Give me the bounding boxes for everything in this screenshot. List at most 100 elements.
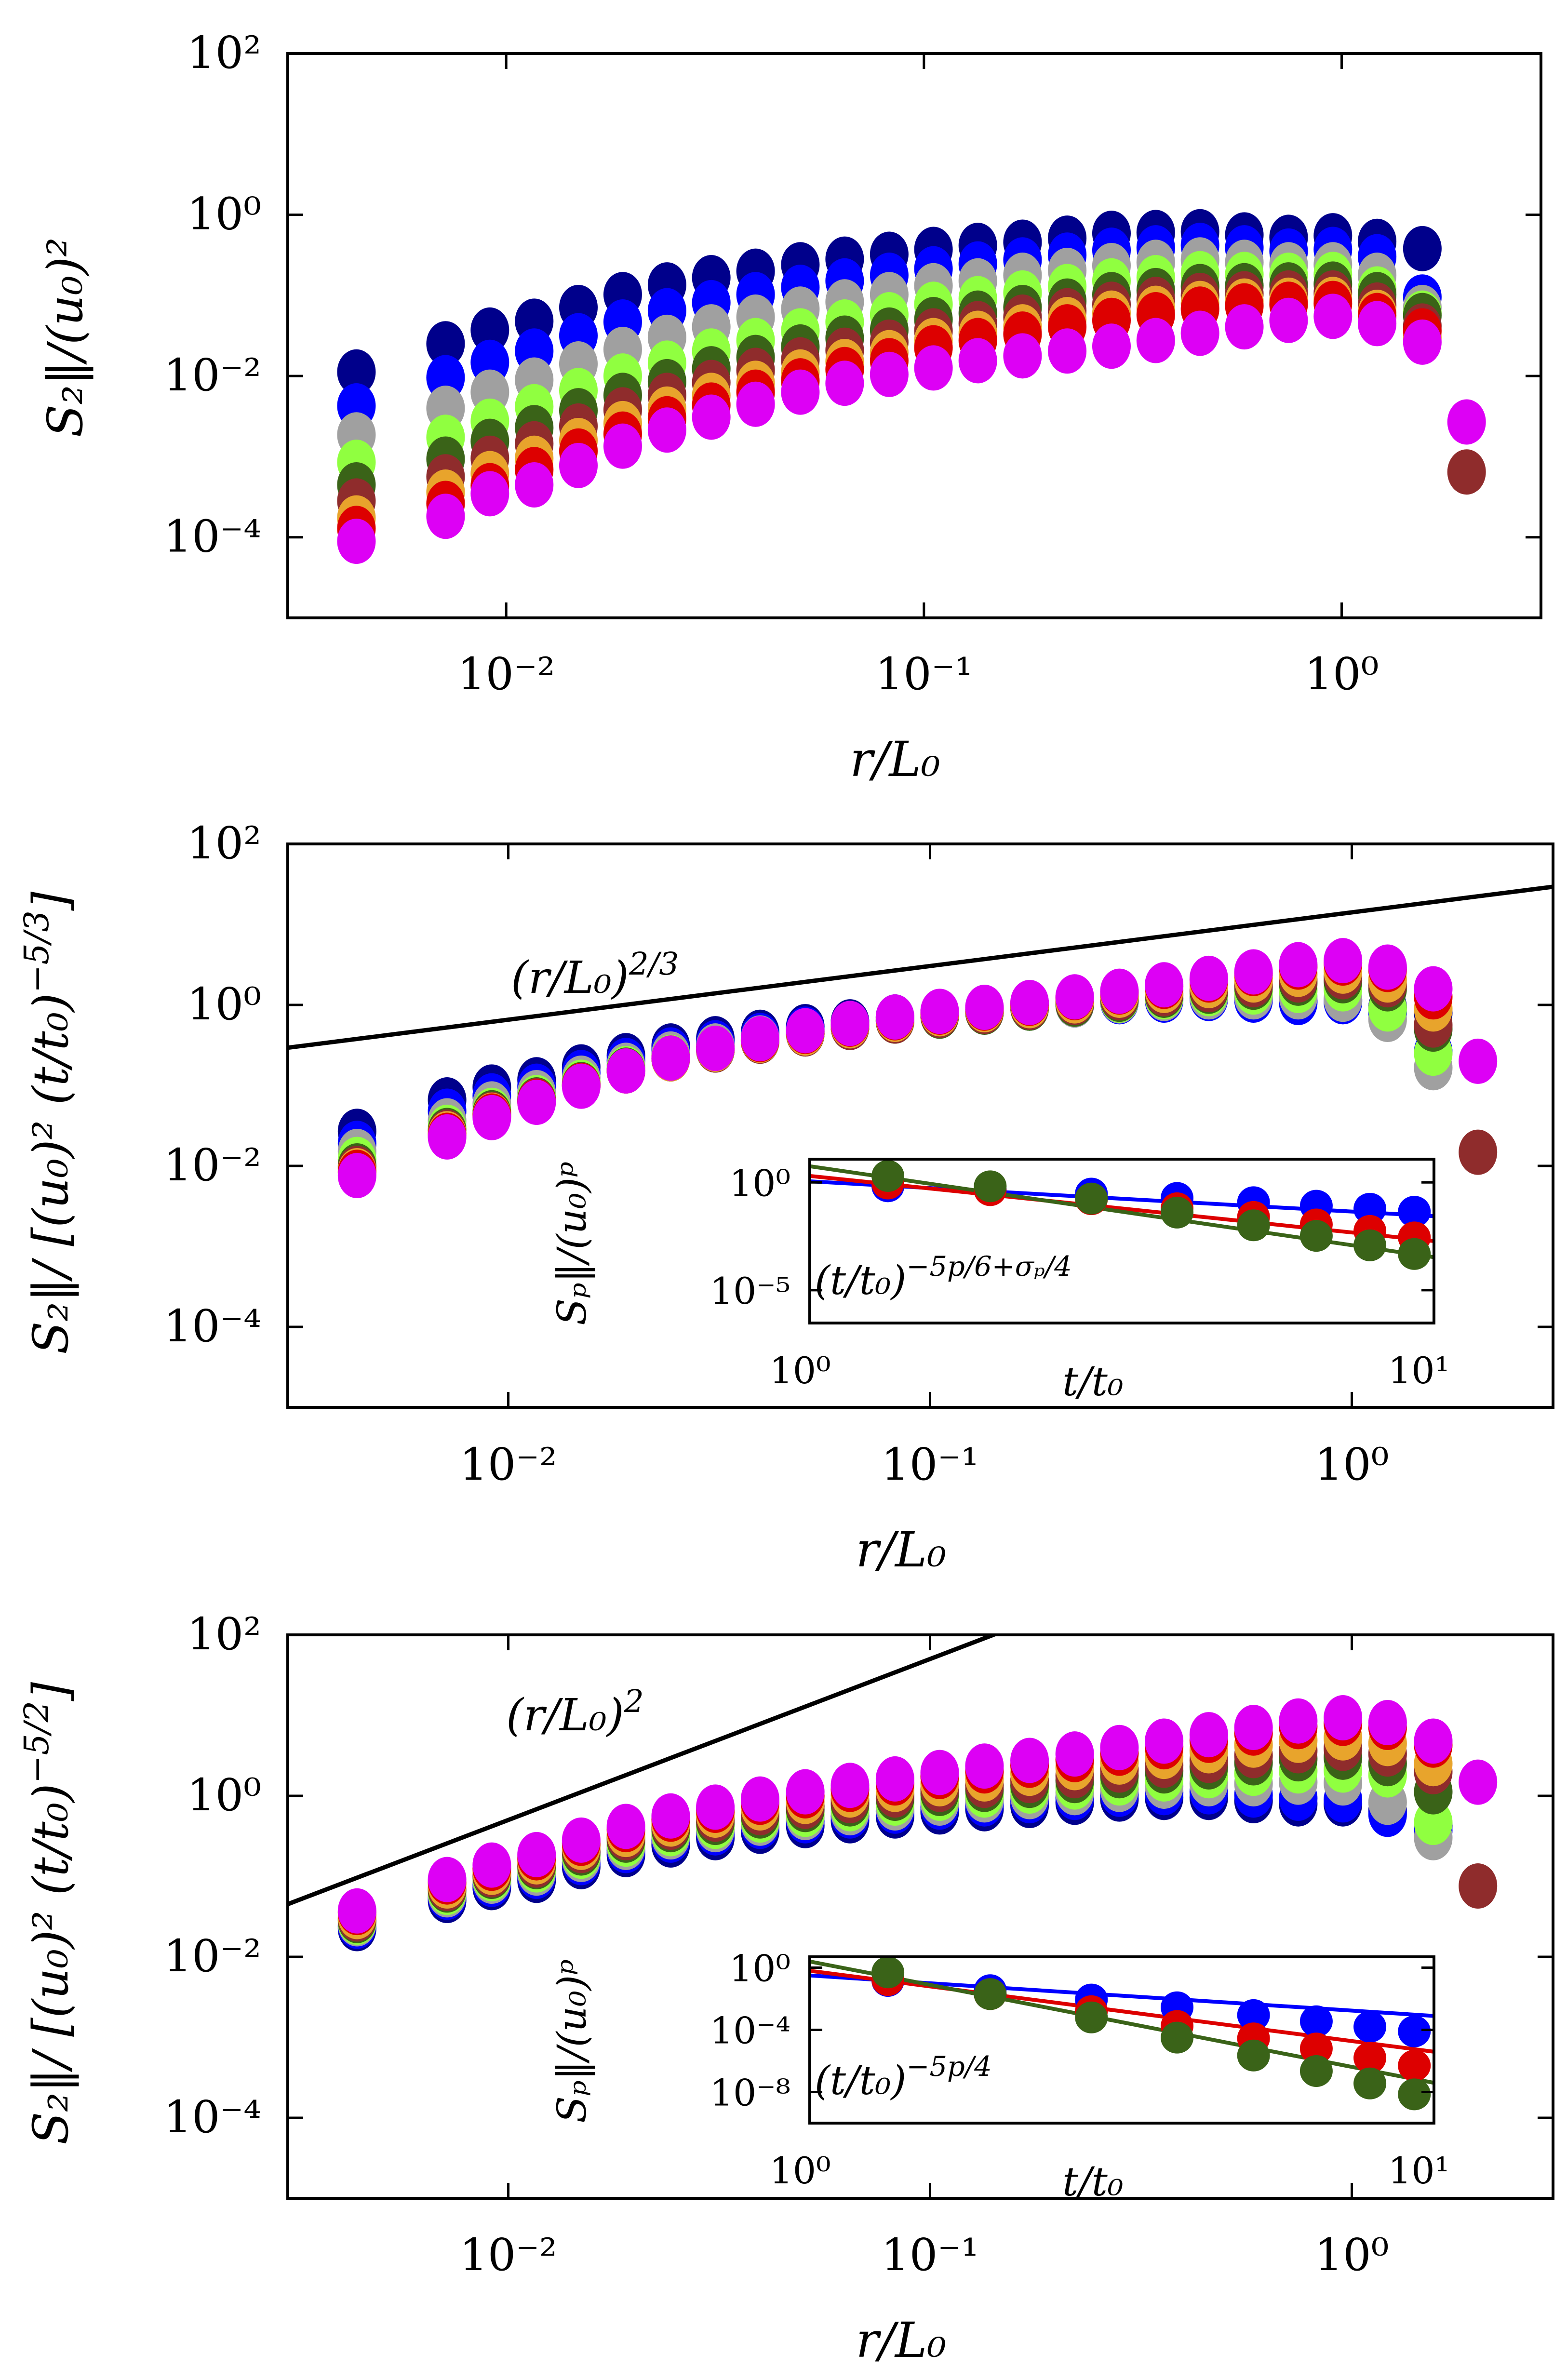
x-axis-title: r/L₀ — [856, 2312, 947, 2368]
data-point-s9 — [1145, 962, 1184, 1008]
data-point-s1 — [426, 321, 465, 367]
data-point-s9 — [1010, 979, 1049, 1025]
x-tick-label: 10⁻² — [459, 1439, 557, 1490]
svg-text:S₂‖/ [(u₀)² (t/t₀)−5/2]: S₂‖/ [(u₀)² (t/t₀)−5/2] — [17, 1682, 79, 2145]
data-point-s9 — [1403, 319, 1442, 365]
inset-data-point — [871, 1160, 905, 1192]
data-points — [337, 938, 1498, 1199]
data-point-s9 — [1269, 297, 1308, 343]
inset-y-tick-label: 10⁻⁵ — [710, 1270, 790, 1312]
data-point-s9 — [1048, 328, 1087, 374]
inset-data-point — [974, 1170, 1007, 1203]
data-point-s9 — [825, 361, 864, 406]
data-point-s9 — [428, 1857, 467, 1902]
data-point-s9 — [914, 345, 953, 391]
data-points — [337, 209, 1486, 564]
data-point-s9 — [606, 1804, 645, 1849]
y-tick-label: 10⁰ — [187, 978, 261, 1030]
inset-y-tick-label: 10⁻⁸ — [710, 2072, 790, 2114]
inset-data-point — [1299, 2032, 1333, 2065]
data-point-s9 — [1145, 1718, 1184, 1764]
data-point-s6 — [1459, 1863, 1498, 1909]
y-tick-label: 10² — [187, 1608, 261, 1660]
data-point-s9 — [736, 381, 775, 427]
inset-data-point — [1161, 2021, 1194, 2054]
data-point-s9 — [920, 989, 959, 1034]
data-point-s9 — [958, 338, 997, 384]
data-point-s9 — [1225, 304, 1264, 350]
data-point-s9 — [472, 1842, 511, 1888]
data-point-s9 — [1100, 1725, 1139, 1770]
inset-data-point — [1237, 1999, 1270, 2031]
x-tick-label: 10⁻¹ — [875, 648, 973, 700]
inset-data-point — [1398, 1238, 1431, 1270]
y-tick-label: 10⁰ — [187, 188, 261, 240]
inset-x-tick-label: 10¹ — [1388, 1349, 1449, 1392]
inset-y-tick-label: 10⁰ — [729, 1947, 790, 1990]
data-point-s9 — [562, 1817, 601, 1863]
data-point-s9 — [1136, 318, 1175, 363]
data-point-s9 — [647, 407, 686, 453]
svg-text:S₂‖/ [(u₀)² (t/t₀)−5/3]: S₂‖/ [(u₀)² (t/t₀)−5/3] — [17, 891, 79, 1354]
inset-data-point — [1398, 2049, 1431, 2082]
inset-scaling-annotation: (t/t₀)−5p/6+σₚ/4 — [815, 1250, 1072, 1304]
data-point-s9 — [472, 1095, 511, 1140]
y-tick-label: 10² — [187, 817, 261, 869]
inset-data-point — [1075, 2001, 1108, 2033]
inset-data-point — [1353, 2011, 1387, 2043]
data-point-s9 — [1055, 974, 1094, 1020]
data-point-s9 — [786, 1769, 825, 1815]
data-point-s9 — [1414, 1718, 1453, 1764]
data-point-s1 — [337, 349, 376, 395]
y-tick-label: 10⁻² — [163, 1139, 261, 1191]
y-tick-label: 10⁻² — [163, 1930, 261, 1982]
data-point-s9 — [740, 1776, 779, 1822]
inset-scaling-annotation: (t/t₀)−5p/4 — [815, 2050, 992, 2104]
reference-line-label: (r/L₀)2/3 — [511, 946, 679, 1003]
x-tick-label: 10⁰ — [1315, 2229, 1389, 2281]
data-point-s9 — [1189, 1712, 1228, 1758]
data-point-s9 — [470, 471, 509, 517]
x-tick-label: 10⁰ — [1305, 648, 1379, 700]
data-point-s9 — [875, 1756, 914, 1802]
data-point-s9 — [337, 1888, 376, 1934]
inset-data-point — [1237, 1209, 1270, 1242]
inset-chart: 10⁰ 10⁻⁵ 10⁰ 10¹ t/t₀ Sₚ‖/(u₀)ᵖ (t/t₀)−5p/6+σₚ… — [549, 1158, 1449, 1405]
data-point-s9 — [786, 1008, 825, 1054]
y-tick-label: 10⁻⁴ — [163, 2091, 261, 2143]
data-point-s1 — [470, 307, 509, 353]
data-point-s9 — [603, 423, 642, 469]
data-point-s9 — [1189, 955, 1228, 1001]
data-point-s9 — [740, 1016, 779, 1062]
x-tick-label: 10⁻¹ — [881, 1439, 979, 1490]
data-point-s6 — [1459, 1129, 1498, 1175]
data-point-s9 — [920, 1750, 959, 1795]
panel-3: 10⁻² 10⁻¹ 10⁰ 10² 10⁰ 10⁻² 10⁻⁴ r/L₀ S₂‖/ [(u₀)²… — [17, 1608, 1554, 2368]
plot-frame — [286, 52, 1542, 619]
data-point-s9 — [1279, 942, 1318, 988]
data-point-s9 — [965, 985, 1004, 1030]
y-axis-title: S₂‖/ [(u₀)² (t/t₀)−5/2] — [17, 1682, 79, 2145]
data-point-s9 — [781, 369, 820, 415]
data-point-s9 — [1234, 1705, 1273, 1751]
y-axis-title: S₂‖/(u₀)² — [37, 238, 94, 438]
data-point-s9 — [337, 1153, 376, 1199]
data-point-s9 — [965, 1743, 1004, 1789]
reference-line-label: (r/L₀)2 — [506, 1684, 644, 1741]
inset-x-axis-title: t/t₀ — [1062, 2159, 1123, 2205]
data-point-s9 — [696, 1784, 735, 1830]
data-point-s9 — [1003, 333, 1042, 379]
inset-data-point — [974, 1978, 1007, 2010]
data-point-s9 — [692, 394, 731, 440]
inset-data-point — [1299, 2055, 1333, 2087]
data-point-s9 — [830, 1001, 870, 1046]
data-point-s9 — [337, 519, 376, 564]
data-point-s9 — [651, 1793, 690, 1839]
data-point-s9 — [870, 351, 909, 397]
data-point-s9 — [562, 1063, 601, 1109]
inset-y-axis-title: Sₚ‖/(u₀)ᵖ — [549, 1959, 595, 2123]
data-points — [337, 1695, 1498, 1952]
inset-data-point — [1353, 1229, 1387, 1261]
data-point-s9 — [1092, 323, 1131, 369]
inset-y-tick-label: 10⁰ — [729, 1162, 790, 1204]
